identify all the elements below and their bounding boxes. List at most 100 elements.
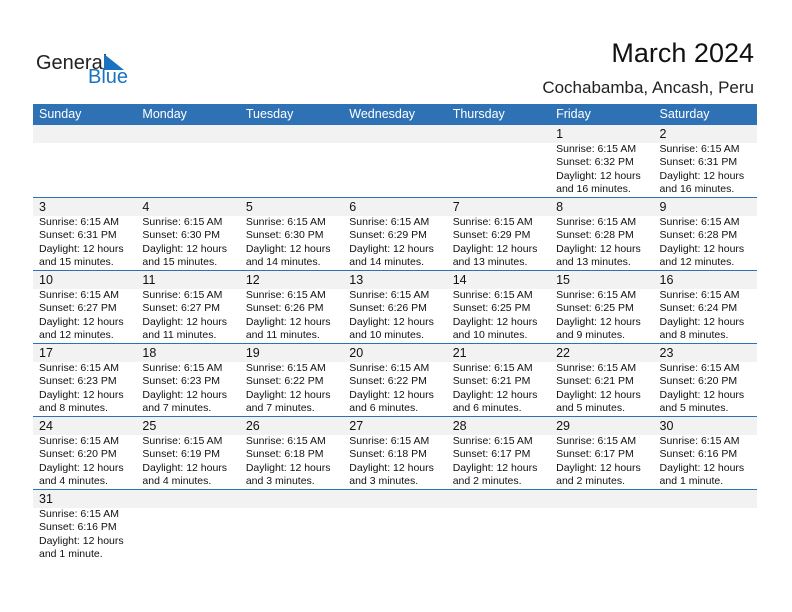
day-cell: 4 Sunrise: 6:15 AM Sunset: 6:30 PM Daylight…: [136, 198, 239, 270]
daylight-text: Daylight: 12 hours: [452, 315, 538, 328]
sunrise-text: Sunrise: 6:15 AM: [245, 362, 326, 374]
daylight-text: Daylight: 12 hours: [659, 315, 745, 328]
daylight-minutes-text: and 7 minutes.: [245, 402, 315, 415]
daylight-minutes-text: and 6 minutes.: [349, 402, 419, 415]
daylight-text: Daylight: 12 hours: [245, 315, 331, 328]
daylight-minutes-text: and 5 minutes.: [556, 402, 625, 415]
sunrise-text: Sunrise: 6:15 AM: [245, 435, 326, 447]
daylight-minutes-text: and 9 minutes.: [556, 329, 625, 342]
daylight-minutes-text: and 16 minutes.: [556, 183, 631, 196]
sunset-text: Sunset: 6:27 PM: [142, 302, 221, 315]
day-cell: 2 Sunrise: 6:15 AM Sunset: 6:31 PM Daylight…: [654, 125, 757, 197]
daylight-text: Daylight: 12 hours: [39, 461, 124, 474]
day-number: 17: [39, 346, 53, 360]
sunrise-text: Sunrise: 6:15 AM: [142, 216, 223, 228]
day-cell: 30 Sunrise: 6:15 AM Sunset: 6:16 PM Dayligh…: [654, 417, 757, 489]
sunrise-text: Sunrise: 6:15 AM: [349, 362, 430, 374]
daylight-minutes-text: and 4 minutes.: [39, 475, 108, 488]
sunset-text: Sunset: 6:24 PM: [659, 302, 738, 315]
empty-cell: [240, 490, 343, 563]
empty-cell: [550, 490, 653, 563]
day-number: 22: [556, 346, 571, 360]
daylight-minutes-text: and 1 minute.: [39, 548, 103, 561]
sunset-text: Sunset: 6:25 PM: [452, 302, 531, 315]
sunset-text: Sunset: 6:18 PM: [349, 448, 427, 461]
sunset-text: Sunset: 6:21 PM: [556, 375, 634, 388]
daylight-text: Daylight: 12 hours: [245, 461, 331, 474]
day-cell: 6 Sunrise: 6:15 AM Sunset: 6:29 PM Daylight…: [343, 198, 446, 270]
sunrise-text: Sunrise: 6:15 AM: [39, 289, 119, 301]
day-number: 11: [142, 273, 156, 287]
sunrise-text: Sunrise: 6:15 AM: [659, 362, 740, 374]
empty-cell: [343, 490, 446, 563]
day-number: 3: [39, 200, 46, 214]
sunset-text: Sunset: 6:32 PM: [556, 156, 634, 169]
week-row: 31 Sunrise: 6:15 AM Sunset: 6:16 PM Dayligh…: [33, 490, 757, 563]
day-number: 2: [659, 127, 667, 141]
daylight-minutes-text: and 7 minutes.: [142, 402, 212, 415]
daylight-minutes-text: and 14 minutes.: [245, 256, 321, 269]
weekday-friday: Friday: [556, 107, 591, 121]
daylight-text: Daylight: 12 hours: [556, 388, 641, 401]
day-number: 15: [556, 273, 571, 287]
day-number: 6: [349, 200, 357, 214]
daylight-minutes-text: and 11 minutes.: [245, 329, 320, 342]
daylight-minutes-text: and 1 minute.: [659, 475, 724, 488]
weekday-monday: Monday: [142, 107, 187, 121]
daylight-minutes-text: and 13 minutes.: [452, 256, 528, 269]
daylight-minutes-text: and 12 minutes.: [659, 256, 735, 269]
day-number: 18: [142, 346, 157, 360]
daylight-text: Daylight: 12 hours: [452, 388, 538, 401]
sunset-text: Sunset: 6:22 PM: [245, 375, 324, 388]
daylight-minutes-text: and 2 minutes.: [452, 475, 522, 488]
page-title: March 2024: [611, 38, 754, 68]
sunset-text: Sunset: 6:16 PM: [659, 448, 738, 461]
day-number: 7: [452, 200, 460, 214]
daylight-text: Daylight: 12 hours: [556, 242, 641, 255]
day-cell: 28 Sunrise: 6:15 AM Sunset: 6:17 PM Dayligh…: [447, 417, 550, 489]
daylight-minutes-text: and 3 minutes.: [245, 475, 315, 488]
day-number: 19: [245, 346, 260, 360]
sunset-text: Sunset: 6:21 PM: [452, 375, 531, 388]
day-cell: 21 Sunrise: 6:15 AM Sunset: 6:21 PM Dayligh…: [447, 344, 550, 416]
empty-cell: [136, 490, 239, 563]
daylight-minutes-text: and 10 minutes.: [452, 329, 528, 342]
day-number: 31: [39, 492, 53, 506]
day-number-band: [33, 344, 757, 362]
daylight-text: Daylight: 12 hours: [142, 461, 228, 474]
sunrise-text: Sunrise: 6:15 AM: [142, 289, 223, 301]
day-cell: 27 Sunrise: 6:15 AM Sunset: 6:18 PM Dayligh…: [343, 417, 446, 489]
daylight-minutes-text: and 8 minutes.: [659, 329, 729, 342]
week-row: 24 Sunrise: 6:15 AM Sunset: 6:20 PM Dayligh…: [33, 417, 757, 490]
day-cell: 16 Sunrise: 6:15 AM Sunset: 6:24 PM Dayligh…: [654, 271, 757, 343]
calendar-grid: Sunday Monday Tuesday Wednesday Thursday Frid…: [33, 104, 757, 563]
day-number: 16: [659, 273, 674, 287]
daylight-text: Daylight: 12 hours: [142, 242, 228, 255]
day-number: 8: [556, 200, 564, 214]
daylight-text: Daylight: 12 hours: [39, 315, 124, 328]
day-number: 12: [245, 273, 260, 287]
empty-cell: [447, 125, 550, 197]
day-cell: 20 Sunrise: 6:15 AM Sunset: 6:22 PM Dayligh…: [343, 344, 446, 416]
daylight-text: Daylight: 12 hours: [659, 242, 745, 255]
day-cell: 25 Sunrise: 6:15 AM Sunset: 6:19 PM Dayligh…: [136, 417, 239, 489]
sunset-text: Sunset: 6:26 PM: [245, 302, 324, 315]
daylight-minutes-text: and 16 minutes.: [659, 183, 735, 196]
sunrise-text: Sunrise: 6:15 AM: [349, 216, 430, 228]
day-cell: 8 Sunrise: 6:15 AM Sunset: 6:28 PM Daylight…: [550, 198, 653, 270]
day-cell: 19 Sunrise: 6:15 AM Sunset: 6:22 PM Dayligh…: [240, 344, 343, 416]
day-number: 29: [556, 419, 571, 433]
daylight-text: Daylight: 12 hours: [349, 388, 434, 401]
sunset-text: Sunset: 6:31 PM: [659, 156, 738, 169]
sunrise-text: Sunrise: 6:15 AM: [142, 362, 223, 374]
sunrise-text: Sunrise: 6:15 AM: [659, 289, 740, 301]
day-cell: 3 Sunrise: 6:15 AM Sunset: 6:31 PM Daylight…: [33, 198, 136, 270]
sunrise-text: Sunrise: 6:15 AM: [659, 143, 740, 155]
empty-cell: [240, 125, 343, 197]
sunrise-text: Sunrise: 6:15 AM: [556, 362, 637, 374]
sunset-text: Sunset: 6:17 PM: [452, 448, 531, 461]
daylight-text: Daylight: 12 hours: [349, 242, 434, 255]
daylight-text: Daylight: 12 hours: [556, 169, 641, 182]
day-cell: 22 Sunrise: 6:15 AM Sunset: 6:21 PM Dayligh…: [550, 344, 653, 416]
daylight-minutes-text: and 3 minutes.: [349, 475, 419, 488]
